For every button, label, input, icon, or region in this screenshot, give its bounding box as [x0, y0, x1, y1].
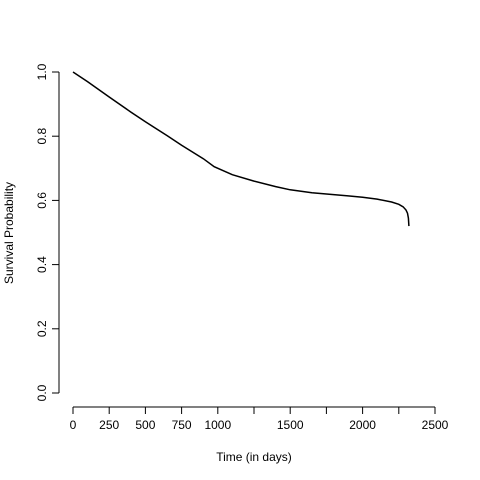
y-tick-label: 0.2	[35, 320, 49, 337]
plot-area	[72, 71, 410, 227]
y-axis: 0.0 0.2 0.4 0.6 0.8 1.0	[35, 63, 60, 401]
y-tick-label: 0.6	[35, 192, 49, 209]
x-tick-label: 0	[70, 418, 77, 432]
x-tick-label: 750	[172, 418, 192, 432]
x-axis-label: Time (in days)	[216, 450, 292, 464]
y-axis-label: Survival Probability	[2, 182, 16, 284]
y-tick-label: 0.0	[35, 384, 49, 401]
x-tick-label: 1500	[277, 418, 304, 432]
x-axis: 0 250 500 750 1000 1500 2000 2500	[70, 406, 449, 432]
x-tick-label: 250	[99, 418, 119, 432]
x-tick-label: 2500	[422, 418, 449, 432]
x-tick-label: 2000	[349, 418, 376, 432]
y-tick-label: 0.4	[35, 256, 49, 273]
y-tick-label: 1.0	[35, 63, 49, 80]
x-tick-label: 500	[135, 418, 155, 432]
x-tick-label: 1000	[204, 418, 231, 432]
y-tick-label: 0.8	[35, 128, 49, 145]
survival-curve	[72, 71, 410, 227]
